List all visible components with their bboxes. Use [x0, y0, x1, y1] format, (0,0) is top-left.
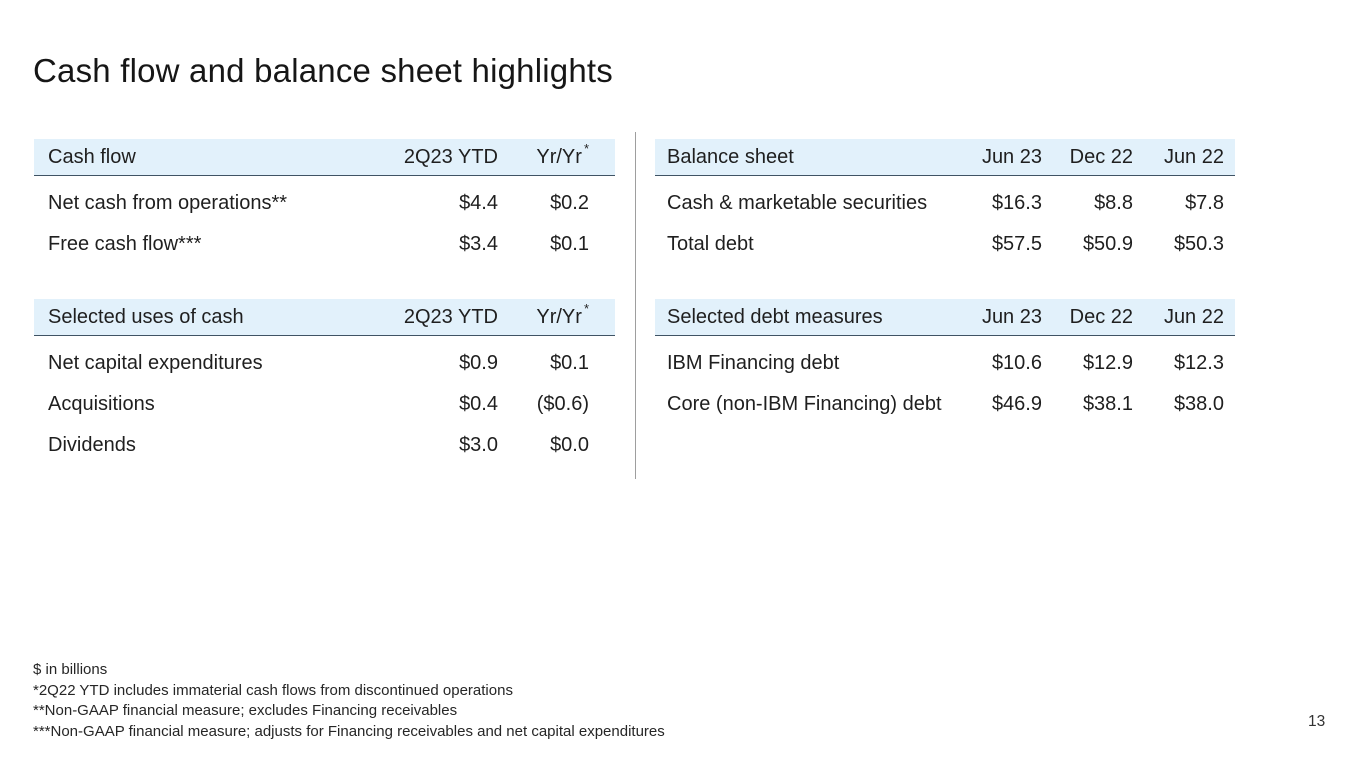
row-value: $12.9	[1082, 352, 1133, 375]
table-row: Dividends $3.0 $0.0	[34, 425, 615, 466]
selected-uses-table-header: Selected uses of cash 2Q23 YTD Yr/Yr *	[34, 299, 615, 337]
row-value: $50.9	[1082, 232, 1133, 255]
row-value: ($0.6)	[536, 392, 589, 415]
balance-sheet-table: Balance sheet Jun 23 Dec 22 Jun 22 Cash …	[655, 139, 1235, 264]
vertical-divider	[635, 132, 636, 479]
footnotes: $ in billions *2Q22 YTD includes immater…	[33, 660, 665, 743]
balance-sheet-table-header: Balance sheet Jun 23 Dec 22 Jun 22	[655, 139, 1235, 176]
table-title: Selected debt measures	[667, 305, 883, 328]
column-header-jun-22: Jun 22	[1163, 305, 1224, 328]
row-value: $12.3	[1173, 352, 1224, 375]
row-value: $0.1	[550, 232, 589, 255]
row-value: $50.3	[1173, 232, 1224, 255]
page-number: 13	[1308, 713, 1326, 730]
page-title: Cash flow and balance sheet highlights	[33, 52, 613, 90]
row-value: $0.4	[459, 392, 498, 415]
cash-flow-table-header: Cash flow 2Q23 YTD Yr/Yr *	[34, 139, 615, 176]
row-label: Dividends	[48, 433, 136, 456]
row-value: $38.0	[1173, 392, 1224, 415]
row-value: $10.6	[991, 352, 1042, 375]
row-label: Free cash flow***	[48, 232, 202, 255]
cash-flow-table: Cash flow 2Q23 YTD Yr/Yr * Net cash from …	[34, 139, 615, 264]
footnote-marker: *	[583, 301, 589, 317]
footnote-line: $ in billions	[33, 661, 108, 678]
table-row: Net cash from operations** $4.4 $0.2	[34, 183, 615, 224]
row-value: $46.9	[991, 392, 1042, 415]
row-label: Core (non-IBM Financing) debt	[667, 392, 942, 415]
footnote-line: **Non-GAAP financial measure; excludes F…	[33, 702, 458, 720]
column-header-yr-yr: Yr/Yr *	[498, 302, 589, 329]
right-column: Balance sheet Jun 23 Dec 22 Jun 22 Cash …	[655, 139, 1235, 425]
row-label: IBM Financing debt	[667, 352, 840, 375]
column-header-jun-23: Jun 23	[981, 145, 1042, 168]
row-value: $8.8	[1094, 191, 1133, 214]
table-title: Cash flow	[48, 145, 136, 168]
column-header-2q23-ytd: 2Q23 YTD	[403, 145, 498, 168]
row-value: $3.4	[459, 232, 498, 255]
selected-debt-table-body: IBM Financing debt $10.6 $12.9 $12.3 Cor…	[655, 336, 1235, 424]
column-header-yr-yr-text: Yr/Yr	[536, 145, 582, 168]
table-row: IBM Financing debt $10.6 $12.9 $12.3	[655, 343, 1235, 384]
column-header-yr-yr-text: Yr/Yr	[536, 305, 582, 328]
column-header-dec-22: Dec 22	[1069, 305, 1133, 328]
row-value: $0.0	[550, 433, 589, 456]
row-value: $57.5	[991, 232, 1042, 255]
row-label: Net capital expenditures	[48, 352, 263, 375]
selected-uses-of-cash-table: Selected uses of cash 2Q23 YTD Yr/Yr * Ne…	[34, 299, 615, 465]
column-header-jun-22: Jun 22	[1163, 145, 1224, 168]
row-value: $7.8	[1185, 191, 1224, 214]
row-value: $0.2	[550, 191, 589, 214]
column-header-jun-23: Jun 23	[981, 305, 1042, 328]
row-label: Cash & marketable securities	[667, 191, 928, 214]
row-label: Acquisitions	[48, 392, 155, 415]
balance-sheet-table-body: Cash & marketable securities $16.3 $8.8 …	[655, 176, 1235, 264]
row-value: $38.1	[1082, 392, 1133, 415]
selected-debt-table-header: Selected debt measures Jun 23 Dec 22 Jun…	[655, 299, 1235, 337]
table-title: Balance sheet	[667, 145, 794, 168]
column-header-yr-yr: Yr/Yr *	[498, 142, 589, 169]
row-label: Total debt	[667, 232, 754, 255]
column-header-2q23-ytd: 2Q23 YTD	[403, 305, 498, 328]
row-value: $0.9	[459, 352, 498, 375]
cash-flow-table-body: Net cash from operations** $4.4 $0.2 Fre…	[34, 176, 615, 264]
row-value: $4.4	[459, 191, 498, 214]
row-label: Net cash from operations**	[48, 191, 288, 214]
table-row: Total debt $57.5 $50.9 $50.3	[655, 224, 1235, 265]
row-value: $3.0	[459, 433, 498, 456]
footnote-marker: *	[583, 140, 589, 156]
left-column: Cash flow 2Q23 YTD Yr/Yr * Net cash from …	[34, 139, 615, 465]
table-title: Selected uses of cash	[48, 305, 244, 328]
row-value: $0.1	[550, 352, 589, 375]
table-row: Cash & marketable securities $16.3 $8.8 …	[655, 183, 1235, 224]
selected-debt-measures-table: Selected debt measures Jun 23 Dec 22 Jun…	[655, 299, 1235, 424]
table-row: Net capital expenditures $0.9 $0.1	[34, 343, 615, 384]
table-row: Core (non-IBM Financing) debt $46.9 $38.…	[655, 384, 1235, 425]
row-value: $16.3	[991, 191, 1042, 214]
selected-uses-table-body: Net capital expenditures $0.9 $0.1 Acqui…	[34, 336, 615, 465]
table-row: Free cash flow*** $3.4 $0.1	[34, 224, 615, 265]
column-header-dec-22: Dec 22	[1069, 145, 1133, 168]
table-row: Acquisitions $0.4 ($0.6)	[34, 384, 615, 425]
footnote-line: ***Non-GAAP financial measure; adjusts f…	[33, 723, 665, 741]
footnote-line: *2Q22 YTD includes immaterial cash flows…	[33, 681, 513, 699]
